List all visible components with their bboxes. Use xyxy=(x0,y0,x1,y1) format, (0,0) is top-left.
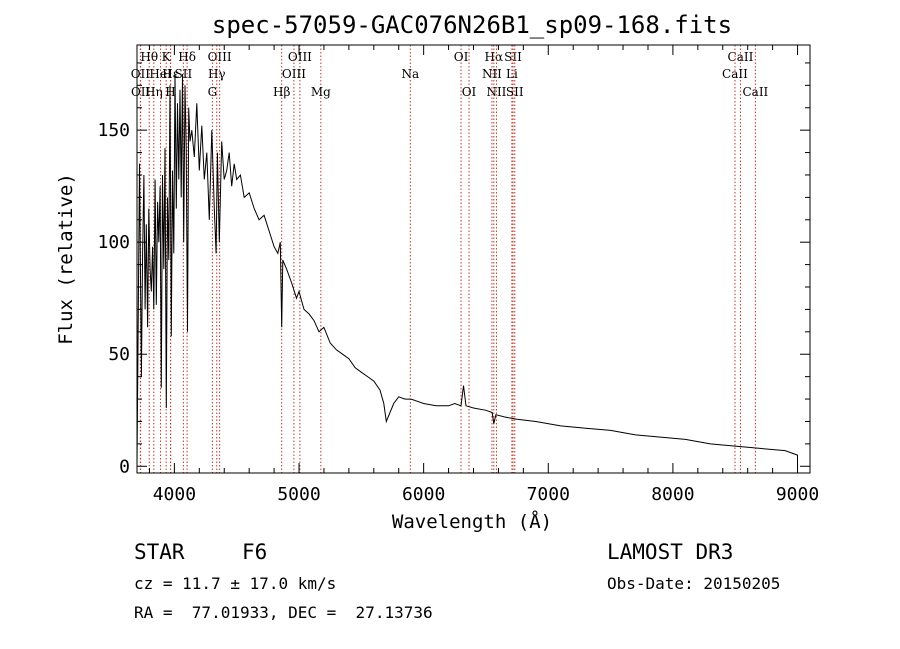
spectral-line-label-19: OI xyxy=(462,85,477,99)
y-tick-label-0: 0 xyxy=(119,456,130,477)
spectral-line-label-5: K xyxy=(162,50,172,64)
chart-title: spec-57059-GAC076N26B1_sp09-168.fits xyxy=(212,11,732,39)
x-tick-label-5: 9000 xyxy=(776,484,819,505)
spectrum-line xyxy=(136,74,798,467)
x-tick-label-3: 7000 xyxy=(527,484,570,505)
y-tick-label-3: 150 xyxy=(97,120,130,141)
spectral-line-label-17: Na xyxy=(401,67,419,81)
spectral-line-label-24: Li xyxy=(506,67,518,81)
coordinates: RA = 77.01933, DEC = 27.13736 xyxy=(134,603,433,622)
spectral-line-label-10: OIII xyxy=(208,50,232,64)
spectral-line-label-22: NII xyxy=(486,85,506,99)
spectral-line-label-16: Mg xyxy=(311,85,331,99)
spectral-line-label-9: SII xyxy=(175,67,193,81)
spectral-line-label-12: G xyxy=(208,85,218,99)
spectral-line-label-11: Hγ xyxy=(208,67,226,81)
survey-name: LAMOST DR3 xyxy=(607,540,734,564)
spectral-line-label-3: Hη xyxy=(145,85,163,99)
spectral-line-label-14: OIII xyxy=(288,50,312,64)
object-class: STAR xyxy=(134,540,185,564)
spectral-line-label-2: OII xyxy=(131,85,151,99)
y-tick-label-2: 100 xyxy=(97,232,130,253)
spectrum-series xyxy=(136,74,798,467)
x-tick-label-1: 5000 xyxy=(277,484,320,505)
spectral-line-label-26: CaII xyxy=(728,50,754,64)
redshift-text: cz = 11.7 ± 17.0 km/s xyxy=(134,574,337,593)
spectral-line-label-23: SII xyxy=(504,50,522,64)
spectral-line-label-13: Hβ xyxy=(273,85,290,99)
spectral-line-label-8: Hδ xyxy=(178,50,196,64)
x-tick-label-4: 8000 xyxy=(651,484,694,505)
y-axis-label: Flux (relative) xyxy=(55,173,77,345)
x-tick-label-0: 4000 xyxy=(153,484,196,505)
y-tick-label-1: 50 xyxy=(108,344,130,365)
spectral-line-label-25: SII xyxy=(506,85,524,99)
obs-date: Obs-Date: 20150205 xyxy=(607,574,781,593)
spectral-line-label-28: CaII xyxy=(742,85,768,99)
spectral-line-label-20: Hα xyxy=(485,50,504,64)
spectral-line-label-15: OIII xyxy=(282,67,306,81)
x-tick-label-2: 6000 xyxy=(402,484,445,505)
plot-frame xyxy=(136,44,811,474)
spectral-line-label-27: CaII xyxy=(722,67,748,81)
spectral-line-label-21: NII xyxy=(482,67,502,81)
object-subclass: F6 xyxy=(242,540,268,564)
axis-ticks: 4000 5000 6000 7000 8000 9000 0 50 100 150 xyxy=(97,45,819,505)
x-axis-label: Wavelength (Å) xyxy=(392,510,552,533)
spectral-line-label-18: OI xyxy=(454,50,469,64)
spectral-line-label-0: Hθ xyxy=(140,50,158,64)
